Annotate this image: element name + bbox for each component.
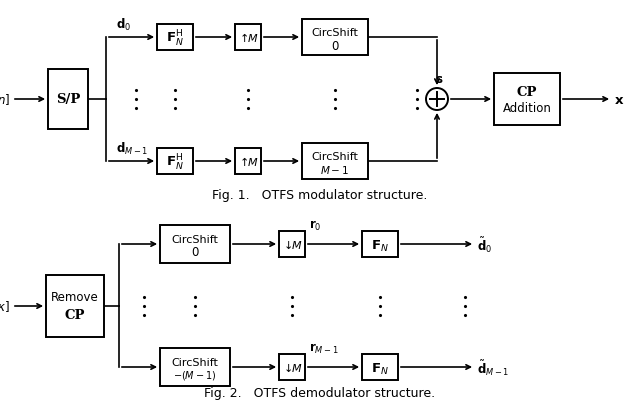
Text: CircShift: CircShift: [172, 235, 218, 244]
Bar: [302, 20, 368, 56]
Text: $\mathbf{F}_N^{\mathsf{H}}$: $\mathbf{F}_N^{\mathsf{H}}$: [166, 29, 184, 49]
Bar: [160, 225, 230, 263]
Bar: [302, 144, 368, 180]
Text: $\mathbf{F}_N$: $\mathbf{F}_N$: [371, 238, 389, 253]
Bar: [235, 149, 261, 174]
Bar: [157, 25, 193, 51]
Text: $r[\kappa]$: $r[\kappa]$: [0, 299, 10, 314]
Text: Addition: Addition: [502, 101, 552, 114]
Text: $\mathbf{F}_N^{\mathsf{H}}$: $\mathbf{F}_N^{\mathsf{H}}$: [166, 152, 184, 172]
Text: 0: 0: [191, 246, 198, 259]
Bar: [48, 70, 88, 130]
Text: CircShift: CircShift: [312, 152, 358, 162]
Text: $M-1$: $M-1$: [321, 164, 349, 176]
Text: $\mathbf{x}$: $\mathbf{x}$: [614, 93, 625, 106]
Text: $-(M-1)$: $-(M-1)$: [173, 369, 217, 381]
Bar: [235, 25, 261, 51]
Text: $\mathbf{d}_{M-1}$: $\mathbf{d}_{M-1}$: [116, 140, 148, 157]
Text: S/P: S/P: [56, 93, 80, 106]
Text: $\tilde{\mathbf{d}}_0$: $\tilde{\mathbf{d}}_0$: [477, 235, 492, 254]
Bar: [160, 348, 230, 386]
Text: CP: CP: [65, 309, 85, 322]
Text: Remove: Remove: [51, 291, 99, 304]
Text: $\mathbf{r}_{M-1}$: $\mathbf{r}_{M-1}$: [309, 341, 339, 355]
Text: CircShift: CircShift: [172, 357, 218, 367]
Bar: [279, 354, 305, 380]
Bar: [362, 231, 398, 257]
Text: $\uparrow\!\!M$: $\uparrow\!\!M$: [237, 155, 259, 168]
Text: $\uparrow\!\!M$: $\uparrow\!\!M$: [237, 31, 259, 45]
Bar: [157, 149, 193, 174]
Text: $\mathbf{s}$: $\mathbf{s}$: [435, 73, 444, 86]
Text: CP: CP: [516, 85, 537, 98]
Text: $\mathbf{F}_N$: $\mathbf{F}_N$: [371, 360, 389, 376]
Bar: [279, 231, 305, 257]
Bar: [46, 275, 104, 337]
Text: Fig. 2.   OTFS demodulator structure.: Fig. 2. OTFS demodulator structure.: [204, 387, 436, 399]
Text: $\mathbf{d}_0$: $\mathbf{d}_0$: [116, 17, 131, 33]
Text: $\tilde{\mathbf{d}}_{M-1}$: $\tilde{\mathbf{d}}_{M-1}$: [477, 357, 509, 377]
Text: $d[n]$: $d[n]$: [0, 92, 10, 107]
Text: $\downarrow\!\!M$: $\downarrow\!\!M$: [282, 361, 303, 373]
Bar: [362, 354, 398, 380]
Text: Fig. 1.   OTFS modulator structure.: Fig. 1. OTFS modulator structure.: [212, 189, 428, 202]
Bar: [494, 74, 560, 126]
Text: 0: 0: [332, 39, 339, 53]
Text: $\mathbf{r}_0$: $\mathbf{r}_0$: [309, 219, 321, 233]
Text: $\downarrow\!\!M$: $\downarrow\!\!M$: [282, 238, 303, 250]
Text: CircShift: CircShift: [312, 28, 358, 38]
